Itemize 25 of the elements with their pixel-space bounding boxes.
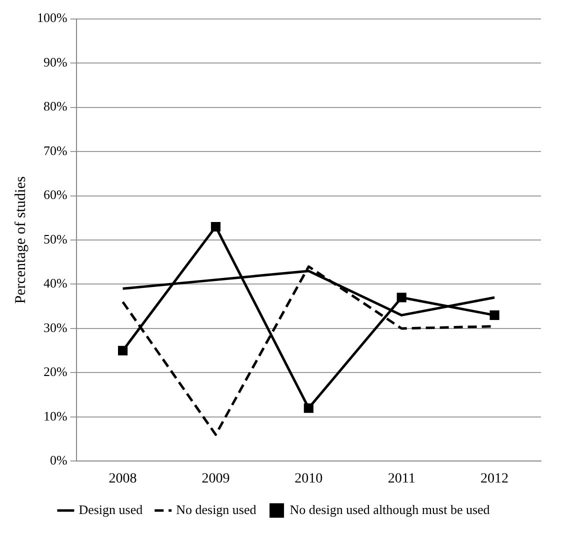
point	[396, 292, 406, 302]
point	[490, 310, 500, 320]
y-tick-label: 100%	[36, 10, 68, 26]
y-tick-label: 70%	[43, 142, 68, 158]
x-tick-label: 2009	[202, 471, 230, 486]
legend-label: Design used	[78, 502, 144, 517]
point	[118, 346, 128, 356]
x-tick-label: 2008	[108, 471, 137, 486]
x-tick-label: 2011	[388, 471, 416, 486]
y-tick-label: 0%	[50, 452, 68, 468]
point	[210, 222, 221, 232]
y-tick-label: 60%	[43, 187, 68, 202]
y-tick-label: 20%	[43, 364, 68, 380]
point	[304, 403, 314, 413]
y-tick-label: 10%	[43, 408, 68, 424]
legend-label: No design used	[176, 502, 257, 517]
y-tick-label: 40%	[43, 276, 68, 291]
y-tick-label: 30%	[43, 320, 68, 335]
x-tick-label: 2010	[294, 471, 323, 486]
y-tick-label: 90%	[43, 54, 68, 70]
legend-label: No design used although must be used	[290, 502, 490, 517]
y-tick-label: 50%	[43, 231, 68, 246]
y-tick-label: 80%	[43, 98, 68, 114]
x-tick-label: 2012	[480, 471, 509, 486]
y-axis-title: Percentage of studies	[12, 176, 29, 304]
